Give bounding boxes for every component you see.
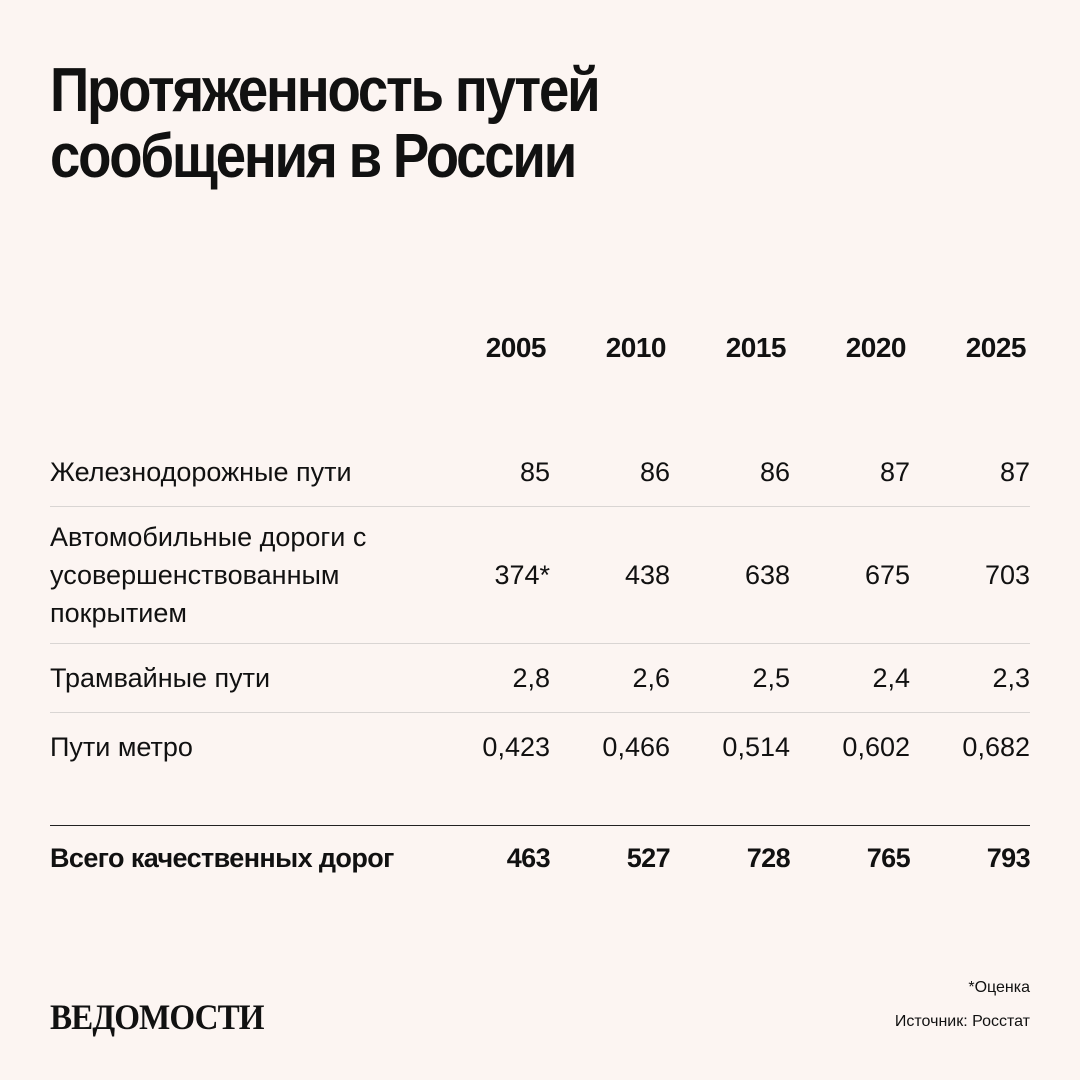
table-cell: 86 [759,457,790,487]
source-note: Источник: Росстат [894,1013,1030,1030]
column-header-2020: 2020 [845,332,907,363]
row-label: Пути метро [50,732,193,762]
footnote: *Оценка [968,979,1030,996]
data-table: 2005 2010 2015 2020 2025 Железнодорожные… [50,320,1031,888]
table-cell: 0,682 [962,732,1030,762]
row-label: Трамвайные пути [50,663,271,693]
total-cell: 728 [746,843,791,873]
table-cell: 2,3 [992,663,1030,693]
table-cell: 85 [519,457,550,487]
table-row-railways: Железнодорожные пути 85 86 86 87 87 [50,438,1030,507]
total-label: Всего качественных дорог [50,843,394,873]
table-cell: 2,4 [872,663,910,693]
page-title: Протяженность путей сообщения в России [50,56,601,191]
table-cell: 2,6 [632,663,670,693]
table-cell: 703 [984,560,1030,590]
row-label: Железнодорожные пути [50,457,352,487]
table-cell: 374* [494,560,550,590]
column-header-2005: 2005 [485,332,547,363]
total-cell: 463 [506,843,551,873]
column-header-2025: 2025 [965,332,1027,363]
row-label: Автомобильные дороги с усовершенствованн… [50,522,367,628]
column-header-2010: 2010 [605,332,667,363]
table-cell: 2,5 [752,663,790,693]
total-cell: 793 [986,843,1031,873]
table-cell: 0,602 [842,732,910,762]
table-cell: 87 [999,457,1030,487]
table-cell: 86 [639,457,670,487]
table-row-total: Всего качественных дорог 463 527 728 765… [50,825,1031,888]
vedomosti-logo: ВЕДОМОСТИ [50,997,265,1037]
table-row-paved-roads: Автомобильные дороги с усовершенствованн… [50,507,1030,644]
table-cell: 0,514 [722,732,790,762]
table-cell: 87 [879,457,910,487]
table-header-row: 2005 2010 2015 2020 2025 [50,320,1030,376]
table-cell: 2,8 [512,663,550,693]
table-cell: 638 [744,560,790,590]
column-header-2015: 2015 [725,332,787,363]
total-cell: 765 [866,843,911,873]
table-row-metro: Пути метро 0,423 0,466 0,514 0,602 0,682 [50,713,1030,781]
table-cell: 438 [624,560,670,590]
table-cell: 0,466 [602,732,670,762]
table-cell: 0,423 [482,732,550,762]
total-cell: 527 [626,843,671,873]
table-cell: 675 [864,560,910,590]
table-row-tram: Трамвайные пути 2,8 2,6 2,5 2,4 2,3 [50,644,1030,713]
